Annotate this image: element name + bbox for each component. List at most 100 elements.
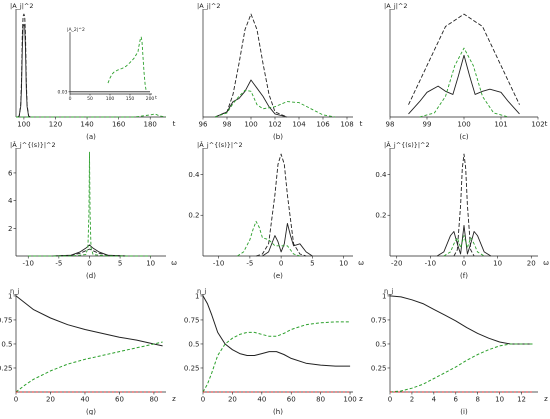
- panel-c-x-tick-label: 99: [423, 121, 432, 129]
- panel-d-x-tick-label: 10: [146, 260, 155, 268]
- panel-e-series-black-0: [255, 153, 307, 257]
- panel-h: 0 20 40 60 80 100 0.25 0.5 0.75 1η_jz (h): [184, 287, 363, 416]
- panel-e-series-black-1: [262, 222, 313, 257]
- panel-d-ylabel: |Â_j^{(s)}|^2: [10, 140, 56, 149]
- panel-h-x-tick-label: 20: [228, 396, 237, 404]
- panel-a-inset-xlabel: t: [155, 95, 157, 101]
- panel-i: 0 2 4 6 8 10 12 0.25 0.5 0.75 1η_jz (i): [371, 287, 548, 416]
- panel-a-inset: 0 50 100 150 200 0.03 |A_2|^2t: [57, 27, 157, 102]
- panel-b-x-tick-label: 106: [316, 121, 330, 129]
- panel-g-ylabel: η_j: [10, 287, 19, 295]
- panel-f-series-black-1: [436, 224, 492, 257]
- panel-h-y-tick-label: 0.5: [188, 340, 199, 348]
- panel-f-x-tick-label: 0: [462, 260, 466, 268]
- panel-b-series-green-2: [214, 89, 336, 118]
- panel-d-x-tick-label: 5: [118, 260, 122, 268]
- panel-g-x-tick-label: 80: [149, 396, 158, 404]
- panel-g-y-tick-label: 0.25: [0, 364, 13, 372]
- panel-e-x-tick-label: -5: [246, 260, 253, 268]
- panel-c-series-black-1: [408, 54, 520, 115]
- panel-b-series-black-0: [214, 13, 288, 118]
- panel-b-ylabel: |A_j|^2: [197, 2, 220, 10]
- panel-a-x-tick-label: 100: [17, 121, 30, 129]
- panel-e-x-tick-label: 5: [310, 260, 314, 268]
- panel-d-series-black-1: [52, 244, 127, 257]
- panel-d-y-tick-label: 6: [8, 169, 13, 177]
- panel-f-y-tick-label: 0.4: [375, 171, 387, 179]
- panel-e-x-tick-label: -10: [213, 260, 224, 268]
- panel-g-y-tick-label: 1: [8, 292, 12, 300]
- panel-b-x-tick-label: 102: [268, 121, 281, 129]
- panel-e-series-green-2: [237, 220, 301, 257]
- panel-f-xlabel: ω: [543, 259, 549, 267]
- panel-f-x-tick-label: -20: [391, 260, 402, 268]
- panel-f-series-black-0: [453, 153, 475, 257]
- panel-e: -10 -5 0 5 10 0.2 0.4 |Â_j^{(s)}|^2 ω (e): [188, 140, 364, 280]
- panel-d-y-tick-label: 2: [8, 225, 12, 233]
- panel-h-x-tick-label: 100: [343, 396, 356, 404]
- panel-d-x-tick-label: -10: [23, 260, 34, 268]
- panel-f-ylabel: |Â_j^{(s)}|^2: [384, 140, 430, 149]
- panel-a-inset-x-tick-label: 50: [87, 96, 93, 102]
- panel-a-x-tick-label: 160: [112, 121, 125, 129]
- panel-e-xlabel: ω: [358, 259, 364, 267]
- panel-e-y-tick-label: 0.2: [188, 212, 199, 220]
- panel-c-x-tick-label: 101: [494, 121, 507, 129]
- panel-f-x-tick-label: 20: [527, 260, 536, 268]
- panel-g-caption: (g): [86, 408, 96, 415]
- panel-d-xlabel: ω: [171, 259, 177, 267]
- panel-g-x-tick-label: 0: [14, 396, 18, 404]
- panel-e-y-tick-label: 0.4: [188, 171, 200, 179]
- panel-i-x-tick-label: 4: [432, 396, 437, 404]
- panel-b-x-tick-label: 104: [292, 121, 306, 129]
- panel-i-y-tick-label: 0.25: [371, 364, 387, 372]
- panel-c: 98 99 100 101 102 |A_j|^2t (c): [384, 2, 548, 141]
- panel-g-x-tick-label: 20: [46, 396, 55, 404]
- panel-b-x-tick-label: 108: [340, 121, 353, 129]
- panel-i-x-tick-label: 10: [495, 396, 504, 404]
- panel-d-x-tick-label: 0: [87, 260, 91, 268]
- panel-i-x-tick-label: 8: [475, 396, 479, 404]
- panel-a-inset-y-tick-label: 0.03: [57, 89, 67, 95]
- panel-a-xlabel: t: [173, 120, 176, 128]
- panel-c-series-black-0: [408, 13, 520, 105]
- panel-g-y-tick-label: 0.5: [1, 340, 12, 348]
- panel-a-series-green-2: [16, 113, 167, 118]
- panel-f-caption: (f): [460, 272, 468, 280]
- panel-g-x-tick-label: 40: [81, 396, 90, 404]
- panel-g: 0 20 40 60 80 0.25 0.5 0.75 1η_jz (g): [0, 287, 176, 416]
- panel-b-x-tick-label: 98: [223, 121, 232, 129]
- panel-h-xlabel: z: [359, 395, 363, 403]
- panel-i-series-black-0: [389, 295, 533, 345]
- panel-d-caption: (d): [86, 272, 96, 280]
- panel-h-y-tick-label: 0.75: [184, 316, 200, 324]
- panel-a-inset-x-tick-label: 150: [126, 96, 135, 102]
- panel-d-series-black-0: [52, 248, 127, 257]
- panel-i-xlabel: z: [544, 395, 548, 403]
- panel-c-x-tick-label: 98: [386, 121, 395, 129]
- panel-i-caption: (i): [460, 408, 468, 415]
- panel-a-x-tick-label: 140: [80, 121, 93, 129]
- panel-b-x-tick-label: 100: [244, 121, 257, 129]
- panel-i-x-tick-label: 6: [454, 396, 459, 404]
- panel-d: -10 -5 0 5 10 2 4 6 |Â_j^{(s)}|^2 ω (d): [8, 140, 177, 280]
- panel-a-series-black-0: [17, 13, 31, 118]
- panel-h-ylabel: η_j: [197, 287, 206, 295]
- panel-g-series-green-1: [15, 341, 163, 393]
- panel-b-caption: (b): [273, 133, 283, 141]
- panel-h-series-black-0: [202, 295, 351, 367]
- panel-c-x-tick-label: 100: [457, 121, 470, 129]
- panel-c-series-green-2: [419, 47, 509, 118]
- panel-a-inset-ylabel: |A_2|^2: [67, 27, 85, 33]
- panel-h-x-tick-label: 40: [257, 396, 266, 404]
- panel-c-caption: (c): [459, 133, 469, 141]
- panel-a-x-tick-label: 120: [49, 121, 62, 129]
- panel-e-x-tick-label: 10: [339, 260, 348, 268]
- panel-i-x-tick-label: 12: [517, 396, 526, 404]
- panel-e-ylabel: |Â_j^{(s)}|^2: [197, 140, 243, 149]
- panel-e-x-tick-label: 0: [279, 260, 283, 268]
- panel-f-y-tick-label: 0.2: [375, 212, 386, 220]
- panel-h-x-tick-label: 60: [287, 396, 296, 404]
- panel-h-x-tick-label: 80: [316, 396, 325, 404]
